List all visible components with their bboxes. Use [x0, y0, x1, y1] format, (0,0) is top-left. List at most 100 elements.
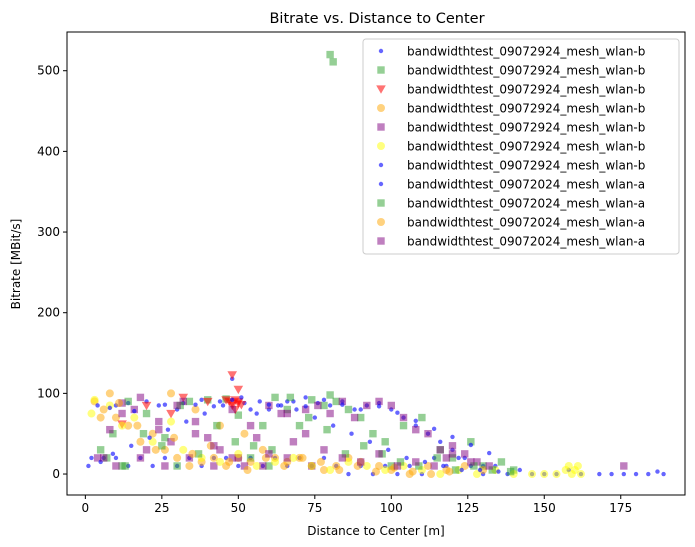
data-point [96, 446, 105, 454]
y-tick-label: 0 [52, 467, 60, 481]
data-point [112, 462, 120, 470]
data-point [228, 405, 236, 414]
data-point [448, 454, 457, 462]
data-point [460, 461, 469, 470]
data-point [307, 461, 316, 470]
series-8 [95, 397, 492, 456]
data-point [239, 395, 244, 400]
data-point [470, 462, 478, 470]
series-3 [117, 371, 247, 429]
data-point [185, 461, 194, 470]
data-point [249, 442, 258, 450]
data-point [338, 397, 347, 406]
data-point [150, 463, 155, 469]
data-point [147, 435, 152, 440]
data-point [179, 397, 187, 406]
legend-marker [377, 199, 385, 207]
data-point [283, 405, 291, 414]
data-point [121, 462, 129, 470]
data-point [100, 454, 108, 462]
data-point [441, 463, 446, 469]
y-tick-label: 200 [37, 306, 60, 320]
data-point [415, 462, 423, 470]
legend-label: bandwidthtest_09072024_mesh_wlan-a [407, 216, 645, 230]
data-point [161, 462, 169, 470]
data-point [396, 458, 405, 466]
data-point [139, 429, 148, 438]
data-point [314, 401, 322, 410]
data-point [132, 408, 137, 414]
data-point [210, 462, 218, 470]
data-point [93, 454, 102, 462]
data-point [240, 429, 249, 438]
data-point [399, 421, 408, 430]
data-point [185, 397, 194, 406]
data-point [136, 437, 145, 446]
data-point [424, 461, 433, 470]
legend-label: bandwidthtest_09072924_mesh_wlan-b [407, 45, 645, 59]
x-tick-label: 50 [231, 501, 246, 515]
data-point [217, 399, 223, 404]
series-10 [96, 399, 454, 479]
data-point [467, 438, 475, 446]
y-tick-label: 100 [37, 386, 60, 400]
data-point [173, 453, 182, 462]
legend-marker [378, 48, 384, 54]
legend-label: bandwidthtest_09072924_mesh_wlan-b [407, 159, 645, 173]
data-point [528, 470, 537, 479]
y-tick-label: 300 [37, 225, 60, 239]
data-point [179, 445, 188, 454]
legend-marker [377, 66, 385, 74]
legend-marker [377, 104, 385, 112]
series-7 [86, 395, 501, 474]
data-point [155, 417, 163, 426]
data-point [115, 399, 124, 408]
data-point [234, 449, 243, 458]
data-point [202, 397, 213, 407]
data-point [151, 445, 160, 454]
data-point [129, 443, 134, 448]
data-point [142, 409, 151, 418]
data-point [327, 403, 333, 408]
data-point [277, 409, 285, 418]
data-point [438, 439, 443, 444]
data-point [141, 401, 152, 411]
x-tick-label: 0 [82, 501, 90, 515]
data-point [215, 457, 224, 466]
x-tick-label: 150 [533, 501, 556, 515]
data-point [413, 418, 418, 423]
data-point [124, 421, 133, 430]
series-9 [103, 393, 515, 476]
data-point [448, 442, 457, 450]
data-point [303, 395, 308, 400]
data-point [136, 393, 145, 402]
data-point [609, 471, 614, 477]
data-point [298, 453, 307, 462]
data-point [412, 425, 420, 434]
data-point [268, 446, 276, 454]
legend-label: bandwidthtest_09072024_mesh_wlan-a [407, 235, 645, 249]
data-point [227, 371, 238, 380]
data-point [202, 411, 207, 416]
data-point [395, 410, 400, 415]
data-point [360, 442, 368, 450]
data-point [349, 431, 354, 436]
data-point [517, 467, 522, 473]
data-point [433, 454, 441, 462]
data-point [506, 467, 515, 476]
data-point [133, 421, 142, 430]
data-point [89, 455, 94, 461]
data-point [468, 442, 474, 448]
y-tick-label: 500 [37, 64, 60, 78]
x-tick-label: 25 [154, 501, 169, 515]
data-point [497, 458, 506, 466]
data-point [422, 459, 428, 465]
data-point [286, 393, 295, 402]
data-point [280, 461, 289, 470]
data-point [191, 405, 200, 414]
data-point [155, 425, 163, 434]
data-point [661, 471, 666, 477]
data-point [124, 397, 132, 406]
data-point [431, 426, 437, 432]
